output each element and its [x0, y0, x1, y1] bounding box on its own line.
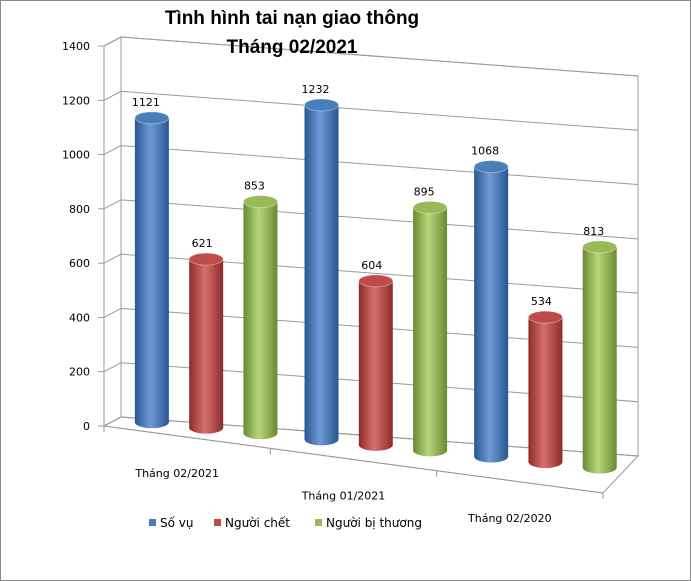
y-tick-label: 600 [69, 257, 90, 270]
bar-body [582, 246, 617, 468]
data-label: 1121 [132, 96, 160, 109]
y-tick-label: 1200 [62, 94, 90, 107]
bar-top [527, 310, 563, 324]
y-tick-label: 400 [69, 311, 90, 324]
bar-top [358, 274, 394, 288]
legend-label: Người chết [225, 516, 290, 530]
gridline [103, 253, 639, 294]
bar-top [242, 195, 278, 209]
bar-body [474, 166, 509, 457]
gridline [103, 145, 639, 186]
legend-label: Người bị thương [326, 516, 422, 530]
bar-body [358, 280, 393, 445]
bar [527, 310, 563, 469]
bar [242, 195, 278, 440]
bar [188, 252, 224, 434]
gridline [103, 307, 639, 348]
bar-top [188, 252, 224, 266]
bar [412, 200, 448, 457]
bar-body [134, 117, 169, 423]
x-axis-line [103, 425, 604, 494]
category-label: Tháng 02/2020 [467, 512, 552, 525]
bar-top [134, 111, 170, 125]
gridline [103, 362, 639, 403]
data-label: 621 [192, 237, 213, 250]
y-tick-label: 1400 [62, 40, 90, 53]
bar [358, 274, 394, 451]
legend-swatch [315, 519, 322, 526]
category-label: Tháng 01/2021 [301, 490, 386, 503]
legend-label: Số vụ [160, 516, 193, 530]
bar [304, 98, 340, 446]
bar-top [582, 240, 618, 254]
bar-body [413, 207, 448, 451]
y-tick-label: 1000 [62, 149, 90, 162]
bar [582, 240, 618, 474]
legend-swatch [214, 519, 221, 526]
gridline [103, 416, 639, 457]
y-tick-label: 0 [83, 420, 90, 433]
bar-body [304, 104, 339, 440]
chart-title: Tình hình tai nạn giao thông [165, 8, 419, 29]
data-label: 895 [414, 185, 435, 198]
data-label: 1232 [302, 83, 330, 96]
chart-subtitle: Tháng 02/2021 [227, 37, 358, 58]
bar-body [189, 259, 224, 428]
data-label: 853 [244, 180, 265, 193]
category-label: Tháng 02/2021 [134, 467, 219, 480]
data-label: 534 [531, 295, 552, 308]
gridline [103, 199, 639, 240]
y-tick-label: 200 [69, 366, 90, 379]
gridline [103, 90, 639, 131]
legend: Số vụ Người chết Người bị thương [149, 516, 422, 530]
data-label: 604 [361, 259, 382, 272]
bar-top [412, 200, 448, 214]
legend-swatch [149, 519, 156, 526]
y-tick-label: 800 [69, 203, 90, 216]
gridline [103, 36, 639, 77]
data-label: 813 [583, 225, 604, 238]
bar-body [243, 201, 278, 434]
bar-body [528, 317, 563, 463]
bar [473, 160, 509, 463]
bar [134, 111, 170, 429]
bar-top [304, 98, 340, 112]
bar-top [473, 160, 509, 174]
data-label: 1068 [471, 145, 499, 158]
